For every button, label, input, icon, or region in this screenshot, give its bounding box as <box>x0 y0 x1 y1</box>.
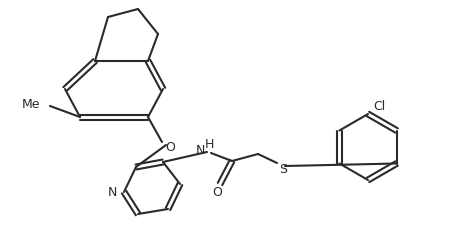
Text: N: N <box>196 144 205 157</box>
Text: O: O <box>212 186 222 199</box>
Text: Me: Me <box>21 98 40 111</box>
Text: H: H <box>204 138 214 151</box>
Text: Cl: Cl <box>373 100 385 113</box>
Text: N: N <box>107 186 117 199</box>
Text: O: O <box>165 141 175 154</box>
Text: S: S <box>279 163 287 176</box>
